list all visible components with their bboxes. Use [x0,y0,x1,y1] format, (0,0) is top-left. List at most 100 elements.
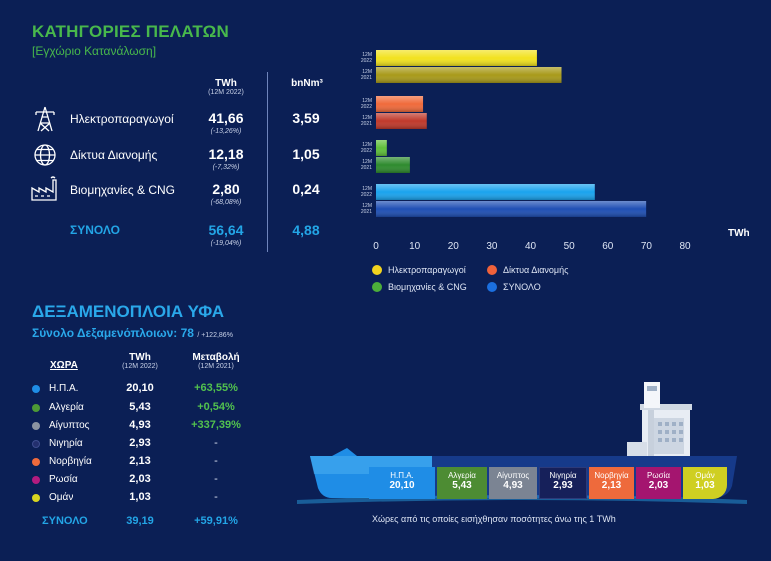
divider-line [267,72,268,252]
x-tick-label: 80 [679,241,691,252]
col-header-twh-sub: (12M 2022) [208,89,244,96]
total-twh-value: 56,64 [208,222,244,238]
country-dot [32,421,40,430]
bar-period-label: 2021 [361,121,372,127]
ship-segment-usa: Η.Π.Α. 20,10 [369,467,435,499]
lng-subtitle: Σύνολο Δεξαμενόπλοιων: 78 / +122,86% [32,326,233,340]
segment-name: Ομάν [695,471,715,480]
lng-total-twh: 39,19 [126,515,154,527]
lng-change: +0,54% [197,401,235,413]
country-name: Ρωσία [49,474,78,485]
x-tick-label: 30 [486,241,498,252]
lng-twh: 2,93 [129,437,151,449]
lng-col-twh-sub: (12M 2022) [122,363,158,370]
bar-period-label: 12M [362,203,372,209]
ship-segment-nigeria: Νιγηρία 2,93 [539,467,587,499]
bar-period-label: 2022 [361,58,372,64]
legend-label: ΣΥΝΟΛΟ [503,282,541,292]
x-tick-label: 70 [641,241,653,252]
bar-period-label: 2022 [361,148,372,154]
bar-shine [376,67,562,83]
lng-country: Αίγυπτος [32,420,89,431]
lng-total-change: +59,91% [194,515,238,527]
legend-swatch [487,265,497,275]
lng-subtitle-text: Σύνολο Δεξαμενόπλοιων: 78 [32,326,194,340]
bar-period-label: 2022 [361,104,372,110]
bar-shine [376,184,595,200]
lng-col-twh-label: TWh [129,352,151,363]
legend-swatch [372,282,382,292]
bar-shine [376,96,424,112]
category-twh-value: 12,18 [208,146,244,162]
lng-country: Η.Π.Α. [32,383,78,394]
country-name: Νορβηγία [49,456,92,467]
segment-name: Νιγηρία [549,471,577,480]
segment-name: Η.Π.Α. [390,471,414,480]
lng-twh: 4,93 [129,419,151,431]
ship-segment-oman: Ομάν 1,03 [683,467,727,499]
legend-item: Δίκτυα Διανομής [487,265,568,275]
x-tick-label: 10 [409,241,421,252]
country-name: Αλγερία [49,402,84,413]
ship-bridge [627,382,692,466]
bar-shine [376,140,387,156]
lng-country: Ρωσία [32,474,78,485]
category-twh-value: 2,80 [212,181,240,197]
lng-twh: 1,03 [129,491,151,503]
category-change: (-7,32%) [212,164,240,171]
bar-period-label: 12M [362,69,372,75]
segment-value: 2,93 [553,480,573,491]
bar-period-label: 12M [362,115,372,121]
category-change: (-68,08%) [210,199,242,206]
x-tick-label: 50 [564,241,576,252]
lng-country: Ομάν [32,492,73,503]
x-axis-label: TWh [728,228,750,239]
bar-period-label: 12M [362,52,372,58]
category-bnm-value: 0,24 [292,181,320,197]
lng-col-change-sub: (12M 2021) [198,363,234,370]
segment-value: 5,43 [452,480,472,491]
country-dot [32,475,40,484]
legend-swatch [487,282,497,292]
country-name: Η.Π.Α. [49,383,79,394]
lng-col-change: Μεταβολή (12M 2021) [183,352,249,370]
segment-name: Ρωσία [647,471,670,480]
total-change: (-19,04%) [210,240,242,247]
x-tick-label: 60 [602,241,614,252]
lng-country: Νορβηγία [32,456,92,467]
bar-period-label: 2022 [361,192,372,198]
bar-period-label: 12M [362,142,372,148]
legend-item: ΣΥΝΟΛΟ [487,282,541,292]
country-name: Ομάν [49,492,74,503]
ship-segment-russia: Ρωσία 2,03 [636,467,681,499]
x-tick-label: 20 [448,241,460,252]
x-tick-label: 40 [525,241,537,252]
lng-title: ΔΕΞΑΜΕΝΟΠΛΟΙΑ ΥΦΑ [32,302,225,321]
lng-change: - [214,455,218,467]
ship-segment-egypt: Αίγυπτος 4,93 [489,467,537,499]
col-header-twh: TWh (12M 2022) [198,78,254,96]
lng-twh: 2,13 [129,455,151,467]
segment-name: Νορβηγία [594,471,629,480]
ship-segment-norway: Νορβηγία 2,13 [589,467,634,499]
legend-item: Ηλεκτροπαραγωγοί [372,265,466,275]
lng-twh: 5,43 [129,401,151,413]
total-bnm-value: 4,88 [292,222,320,238]
country-name: Αίγυπτος [49,420,90,431]
category-bnm-value: 3,59 [292,110,320,126]
segment-name: Αλγερία [448,471,476,480]
lng-col-change-label: Μεταβολή [192,352,240,363]
lng-change: - [214,473,218,485]
lng-change: +63,55% [194,382,238,394]
legend-label: Ηλεκτροπαραγωγοί [388,265,466,275]
category-twh-value: 41,66 [208,110,244,126]
country-dot [32,457,40,466]
col-header-twh-label: TWh [215,78,237,89]
bar-period-label: 2021 [361,75,372,81]
segment-value: 20,10 [389,480,415,491]
lng-col-twh: TWh (12M 2022) [112,352,168,370]
ship-caption: Χώρες από τις οποίες εισήχθησαν ποσότητε… [372,514,616,524]
lng-col-country: ΧΩΡΑ [50,360,78,371]
segment-value: 1,03 [695,480,715,491]
lng-change: +337,39% [191,419,241,431]
